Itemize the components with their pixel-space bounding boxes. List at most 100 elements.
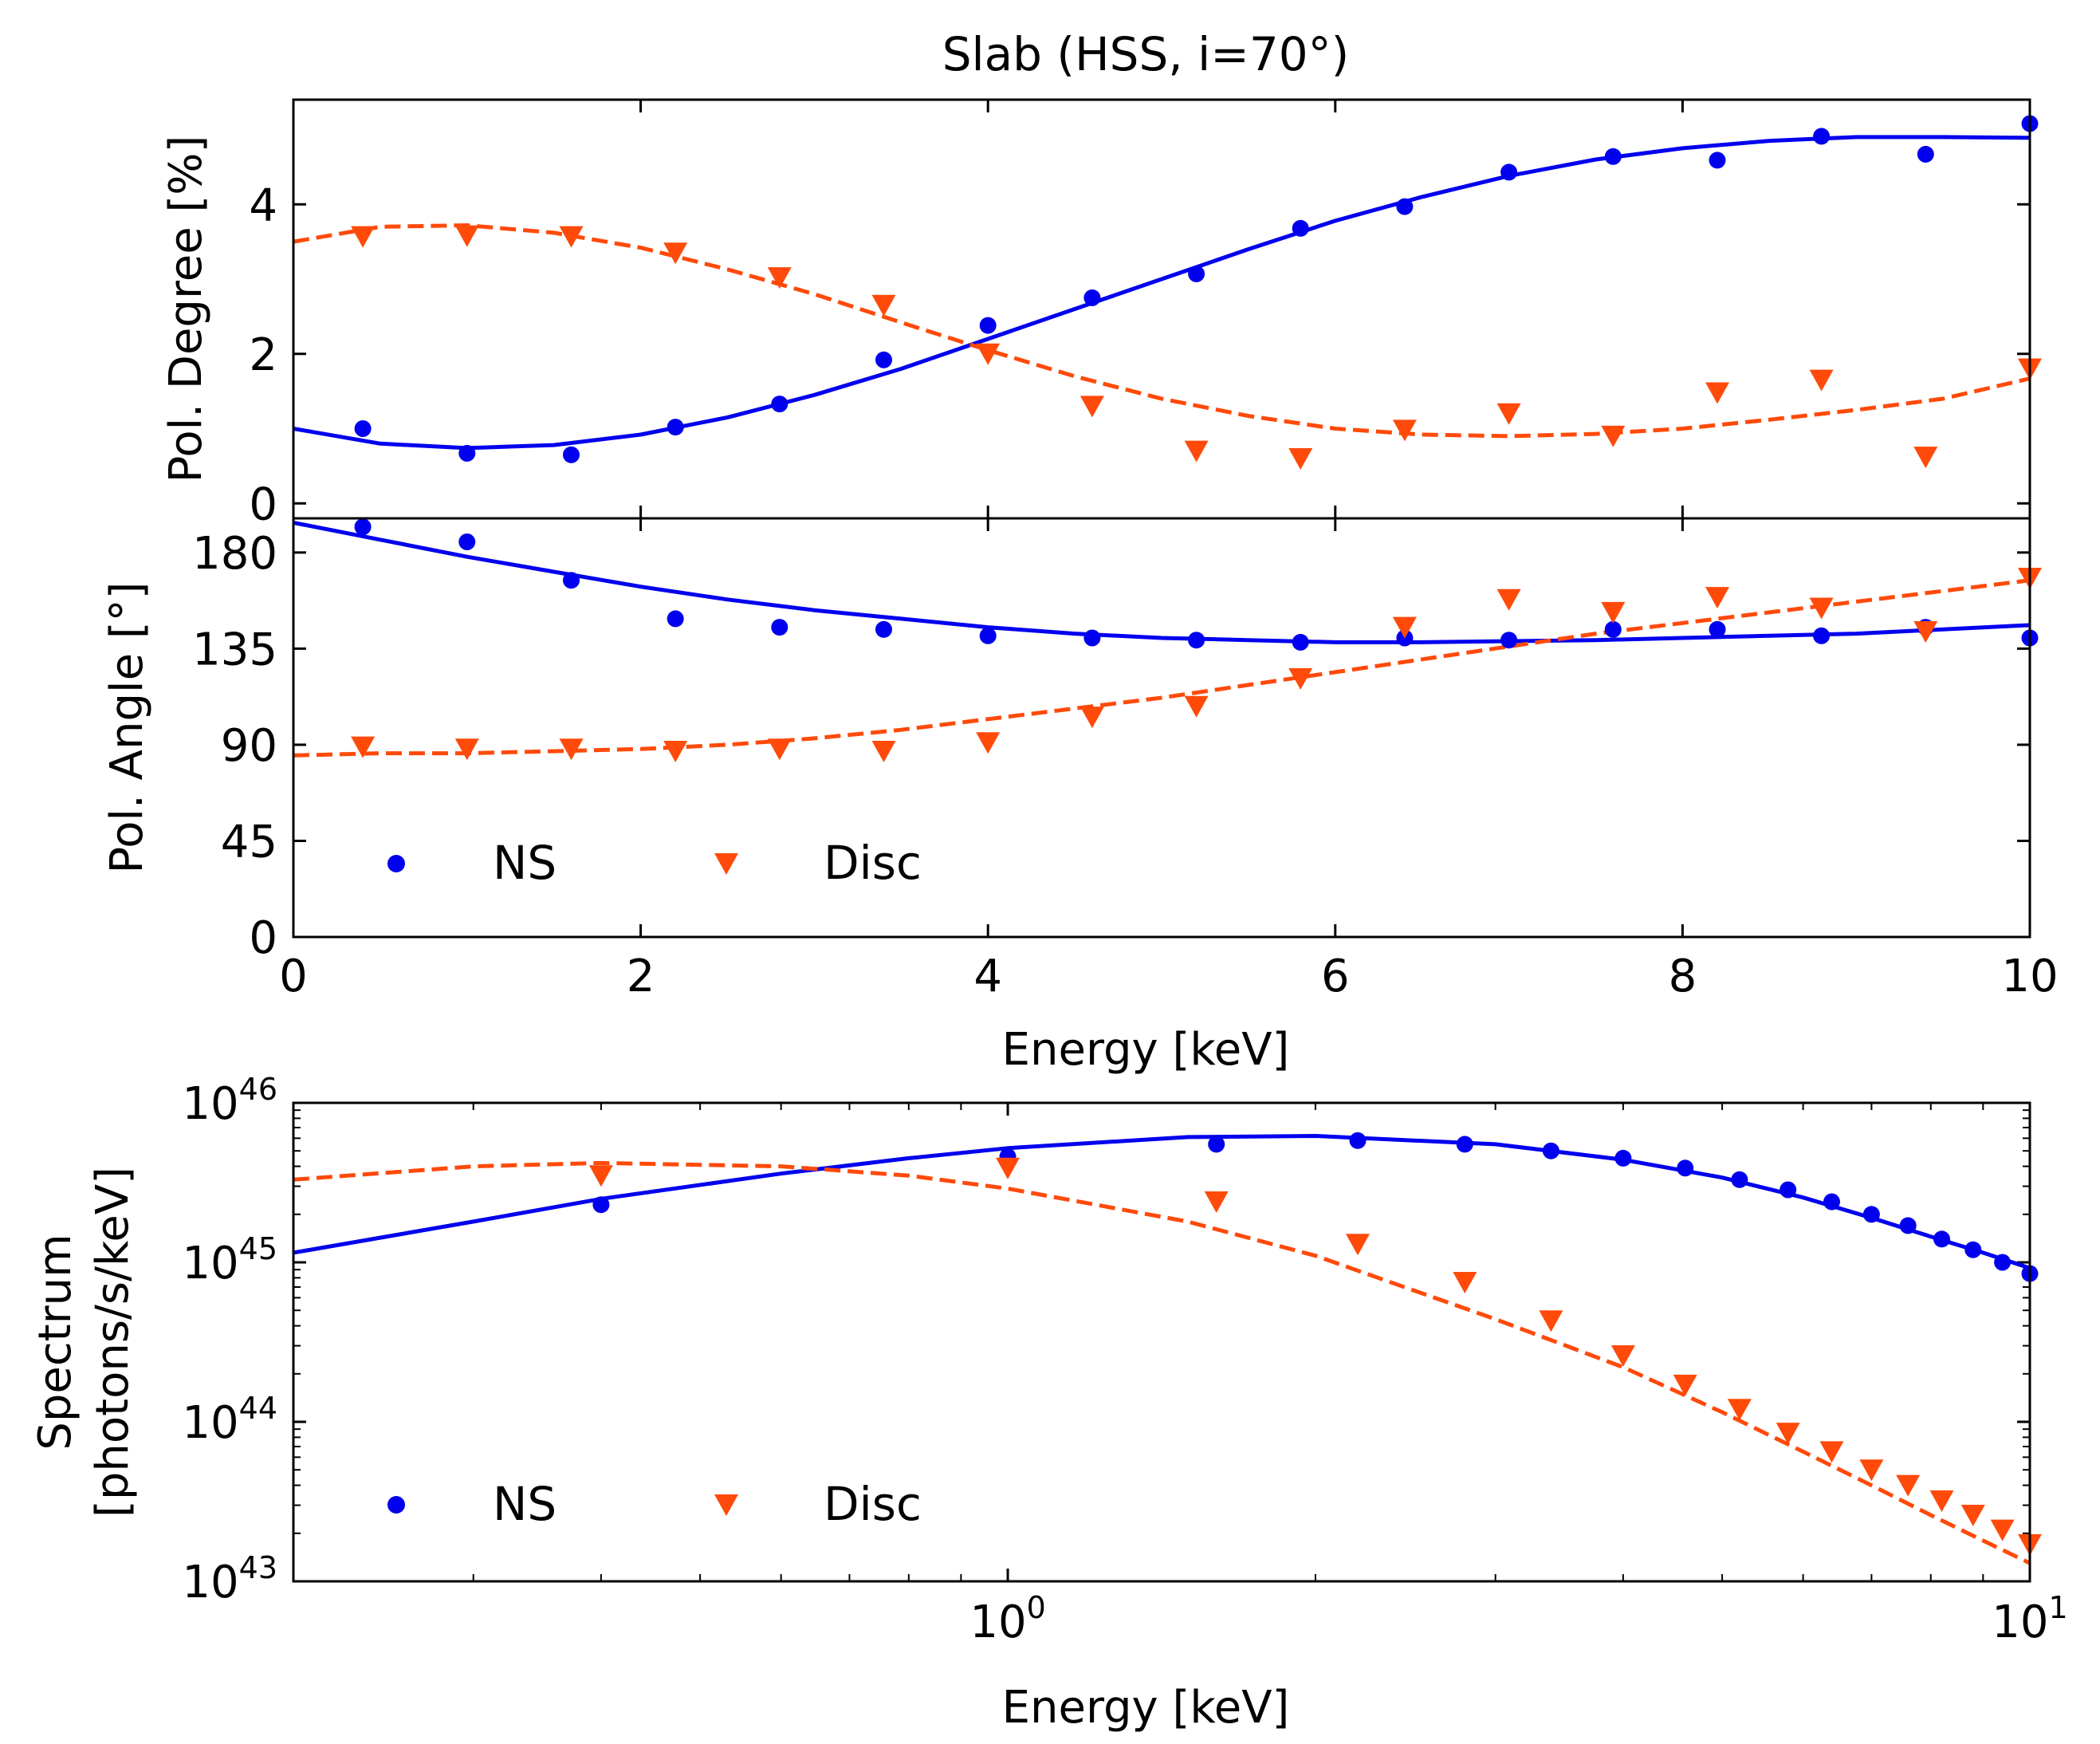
sp-ns-point (1349, 1132, 1367, 1149)
pa-ns-point (1500, 632, 1518, 649)
pa-ns-fit-line (293, 520, 2031, 644)
pd-disc-point (351, 226, 376, 248)
sp-ns-point (1677, 1159, 1694, 1177)
pa-disc-point (1601, 601, 1626, 624)
sp-disc-point (1610, 1345, 1635, 1367)
x-tick-label: 8 (1669, 951, 1697, 1002)
pd-ns-point (1188, 265, 1205, 282)
pa-ns-point (1813, 627, 1831, 644)
legend-ns-marker (387, 1496, 405, 1514)
sp-ns-point (1731, 1171, 1748, 1188)
legend-disc-marker (714, 1494, 738, 1516)
pa-disc-point (1392, 616, 1417, 639)
pa-disc-point (454, 738, 479, 761)
y-tick-label: 1046 (182, 1072, 277, 1130)
pa-ns-point (458, 533, 476, 550)
sp-disc-point (1960, 1505, 1985, 1526)
pa-ns-point (1604, 620, 1622, 638)
pd-ns-point (563, 446, 580, 463)
sp-ns-point (592, 1196, 610, 1214)
sp-disc-point (1896, 1474, 1921, 1497)
x-tick-label: 4 (973, 951, 1002, 1002)
pa-ns-point (354, 518, 372, 536)
x-axis-label-spectrum-panel: Energy [keV] (1002, 1682, 1290, 1734)
sp-disc-point (1776, 1423, 1800, 1445)
pa-ns-point (563, 572, 580, 589)
pd-ns-point (771, 396, 788, 413)
pa-ns-point (1709, 620, 1726, 638)
pa-disc-point (1913, 621, 1938, 643)
chart-title: Slab (HSS, i=70°) (942, 27, 1350, 81)
pd-disc-point (1079, 396, 1104, 418)
y-tick-label: 0 (249, 478, 277, 530)
pd-disc-point (1913, 447, 1938, 469)
sp-disc-point (1453, 1272, 1477, 1293)
y-tick-label: 1043 (182, 1550, 277, 1608)
plot-frame (292, 98, 2031, 520)
pd-disc-point (767, 267, 792, 289)
sp-ns-point (1933, 1230, 1950, 1248)
pd-disc-point (871, 294, 896, 317)
x-tick-label: 100 (969, 1590, 1045, 1648)
pa-disc-point (871, 741, 896, 762)
legend-angle-panel: NS Disc (387, 836, 922, 890)
pa-ns-point (667, 610, 684, 628)
sp-ns-point (1862, 1206, 1880, 1223)
pd-ns-point (1396, 198, 1414, 215)
pa-disc-point (1288, 667, 1313, 690)
x-tick-label: 6 (1321, 951, 1350, 1002)
pd-ns-point (354, 420, 372, 437)
legend-disc-marker (714, 853, 738, 875)
pa-disc-point (1079, 707, 1104, 729)
plot-frame (292, 517, 2031, 939)
pd-ns-point (1604, 148, 1622, 165)
pa-ns-point (1188, 632, 1205, 649)
sp-disc-point (1673, 1374, 1697, 1396)
legend-ns-label: NS (493, 1477, 556, 1531)
sp-disc-point (1990, 1519, 2015, 1541)
pd-ns-point (1292, 219, 1309, 237)
x-tick-label: 0 (279, 951, 308, 1002)
pa-disc-point (976, 732, 1001, 754)
x-axis-label-angle-panel: Energy [keV] (1002, 1024, 1290, 1076)
x-tick-label: 10 (2001, 951, 2058, 1002)
pa-disc-fit-line (293, 578, 2031, 758)
sp-ns-point (1779, 1181, 1797, 1199)
legend-disc-label: Disc (824, 836, 922, 890)
sp-ns-point (1208, 1136, 1225, 1153)
pd-ns-point (1083, 289, 1101, 306)
sp-disc-point (1346, 1234, 1370, 1256)
sp-disc-point (588, 1165, 613, 1187)
sp-ns-point (1964, 1241, 1982, 1258)
x-tick-label: 2 (627, 951, 655, 1002)
pa-ns-point (1083, 629, 1101, 647)
pa-disc-point (559, 738, 584, 761)
y-tick-label: 45 (221, 816, 277, 868)
pa-disc-point (351, 736, 376, 758)
y-tick-label: 4 (249, 179, 277, 231)
spectrum-panel: 100 101 1043 1044 1045 1046 Spectrum [photons/s… (29, 1072, 2068, 1648)
pa-disc-point (1496, 589, 1521, 611)
pa-disc-point (1184, 695, 1209, 718)
pd-disc-point (454, 225, 479, 247)
pd-ns-fit-line (293, 135, 2031, 451)
pd-disc-point (559, 226, 584, 248)
pa-ns-point (1292, 633, 1309, 651)
pd-ns-point (667, 419, 684, 436)
polarization-angle-panel: 0 2 4 6 8 10 0 45 90 135 180 Pol. Angle [°] (101, 517, 2059, 1002)
sp-ns-point (1456, 1136, 1473, 1153)
pd-ns-point (1813, 128, 1831, 145)
y-tick-label: 0 (249, 912, 277, 964)
legend-spectrum-panel: NS Disc (387, 1477, 922, 1531)
pa-disc-point (767, 738, 792, 761)
sp-disc-point (1204, 1191, 1229, 1213)
pa-disc-point (1809, 597, 1834, 620)
pa-disc-point (663, 741, 688, 762)
y-axis-label: Pol. Angle [°] (101, 581, 153, 873)
y-tick-label: 180 (192, 528, 277, 580)
pd-ns-point (458, 444, 476, 462)
legend-ns-label: NS (493, 836, 556, 890)
sp-ns-point (1542, 1142, 1559, 1159)
pd-disc-point (1601, 425, 1626, 447)
